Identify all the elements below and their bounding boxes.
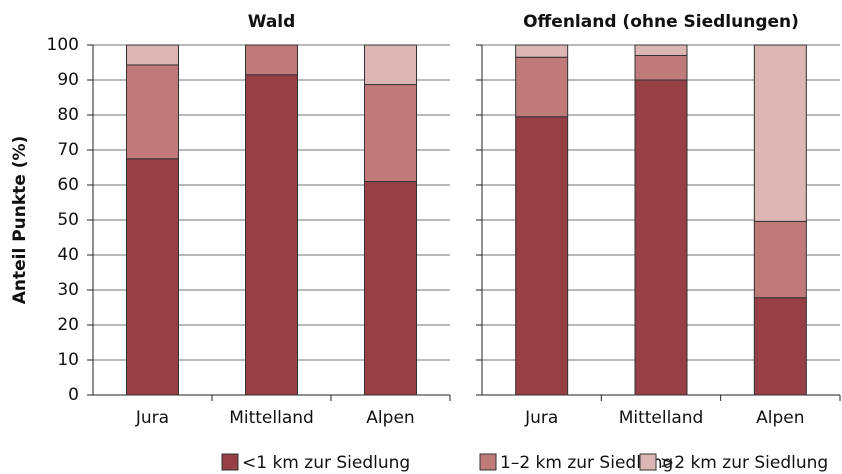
bar-segment: [364, 181, 417, 396]
bar-segment: [364, 44, 417, 86]
y-tick-label: 20: [57, 315, 79, 335]
bar-segment: [634, 44, 688, 56]
bar-segment: [515, 56, 569, 118]
bar-segment: [634, 79, 688, 396]
legend-swatch: [479, 453, 497, 471]
y-tick-label: 70: [57, 140, 79, 160]
y-tick-label: 40: [57, 245, 79, 265]
x-tick-label: Jura: [524, 408, 558, 428]
y-tick-label: 0: [68, 385, 79, 405]
x-tick-label: Mittelland: [229, 408, 314, 428]
y-tick-label: 60: [57, 175, 79, 195]
legend-label: <1 km zur Siedlung: [242, 453, 410, 473]
bar-segment: [364, 84, 417, 182]
x-tick-label: Jura: [135, 408, 169, 428]
bar-segment: [515, 44, 569, 58]
bar-segment: [515, 116, 569, 396]
x-tick-label: Alpen: [756, 408, 804, 428]
x-tick-label: Mittelland: [619, 408, 704, 428]
panel-title: Wald: [248, 12, 296, 32]
panel-title: Offenland (ohne Siedlungen): [523, 12, 799, 32]
y-tick-label: 80: [57, 105, 79, 125]
y-tick-label: 50: [57, 210, 79, 230]
bar-segment: [126, 64, 179, 160]
legend-label: 1–2 km zur Siedlung: [500, 453, 673, 473]
bar-segment: [634, 55, 688, 81]
bar-segment: [753, 44, 807, 222]
bar-segment: [245, 74, 298, 396]
bar-segment: [245, 44, 298, 76]
bar-segment: [753, 220, 807, 299]
legend-swatch: [639, 453, 657, 471]
x-tick-label: Alpen: [366, 408, 414, 428]
y-tick-label: 100: [47, 35, 79, 55]
y-tick-label: 30: [57, 280, 79, 300]
y-axis-label: Anteil Punkte (%): [10, 136, 30, 305]
bar-segment: [126, 44, 179, 66]
legend-swatch: [221, 453, 239, 471]
bar-segment: [753, 297, 807, 396]
bar-segment: [126, 158, 179, 396]
y-tick-label: 90: [57, 70, 79, 90]
legend-label: >2 km zur Siedlung: [660, 453, 828, 473]
y-tick-label: 10: [57, 350, 79, 370]
